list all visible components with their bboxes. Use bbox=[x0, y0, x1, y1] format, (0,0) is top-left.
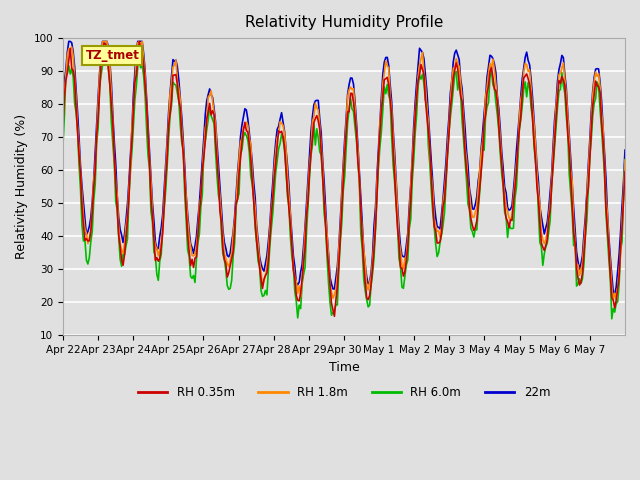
RH 0.35m bbox=[331, 313, 339, 319]
RH 0.35m bbox=[351, 113, 359, 119]
RH 6.0m bbox=[349, 108, 357, 114]
22m bbox=[349, 81, 357, 87]
RH 0.35m bbox=[621, 169, 629, 175]
22m bbox=[611, 291, 619, 297]
Line: RH 6.0m: RH 6.0m bbox=[63, 45, 625, 319]
RH 1.8m bbox=[620, 193, 627, 199]
RH 1.8m bbox=[349, 86, 357, 92]
RH 1.8m bbox=[96, 73, 104, 79]
Title: Relativity Humidity Profile: Relativity Humidity Profile bbox=[244, 15, 443, 30]
Line: 22m: 22m bbox=[63, 41, 625, 294]
22m bbox=[79, 199, 87, 205]
X-axis label: Time: Time bbox=[328, 360, 359, 373]
RH 6.0m bbox=[545, 229, 552, 235]
22m bbox=[59, 103, 67, 109]
RH 6.0m bbox=[621, 156, 629, 162]
22m bbox=[621, 147, 629, 153]
RH 0.35m bbox=[96, 88, 104, 94]
RH 1.8m bbox=[100, 38, 108, 44]
RH 1.8m bbox=[78, 192, 86, 197]
RH 6.0m bbox=[78, 222, 86, 228]
22m bbox=[461, 125, 469, 131]
RH 1.8m bbox=[545, 214, 552, 219]
RH 1.8m bbox=[461, 144, 469, 150]
RH 1.8m bbox=[621, 157, 629, 163]
RH 1.8m bbox=[59, 114, 67, 120]
RH 6.0m bbox=[620, 190, 627, 196]
22m bbox=[545, 206, 552, 212]
Line: RH 0.35m: RH 0.35m bbox=[63, 41, 625, 316]
RH 0.35m bbox=[59, 125, 67, 131]
RH 6.0m bbox=[96, 84, 104, 90]
RH 0.35m bbox=[463, 167, 470, 173]
RH 1.8m bbox=[609, 297, 617, 303]
RH 6.0m bbox=[461, 157, 469, 163]
22m bbox=[620, 179, 627, 184]
RH 0.35m bbox=[620, 198, 627, 204]
RH 0.35m bbox=[136, 38, 143, 44]
Line: RH 1.8m: RH 1.8m bbox=[63, 41, 625, 300]
Y-axis label: Relativity Humidity (%): Relativity Humidity (%) bbox=[15, 114, 28, 259]
Legend: RH 0.35m, RH 1.8m, RH 6.0m, 22m: RH 0.35m, RH 1.8m, RH 6.0m, 22m bbox=[133, 381, 555, 404]
RH 6.0m bbox=[608, 316, 616, 322]
Text: TZ_tmet: TZ_tmet bbox=[85, 49, 140, 62]
RH 0.35m bbox=[78, 203, 86, 209]
RH 6.0m bbox=[59, 144, 67, 150]
RH 0.35m bbox=[547, 207, 554, 213]
22m bbox=[97, 51, 105, 57]
22m bbox=[65, 38, 72, 44]
RH 6.0m bbox=[100, 42, 108, 48]
